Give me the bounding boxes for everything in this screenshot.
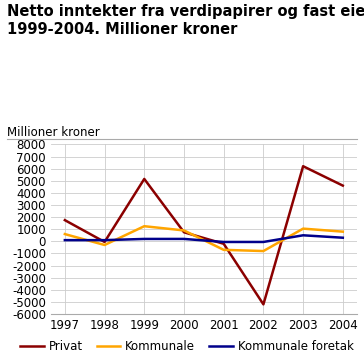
- Privat: [261, 302, 266, 306]
- Privat: [341, 183, 345, 188]
- Line: Kommunale foretak: Kommunale foretak: [65, 235, 343, 242]
- Text: Millioner kroner: Millioner kroner: [7, 126, 100, 139]
- Text: Netto inntekter fra verdipapirer og fast eiendom.
1999-2004. Millioner kroner: Netto inntekter fra verdipapirer og fast…: [7, 4, 364, 37]
- Kommunale foretak: [341, 235, 345, 240]
- Kommunale: [63, 232, 67, 236]
- Kommunale: [301, 226, 305, 231]
- Kommunale: [261, 249, 266, 253]
- Privat: [222, 242, 226, 246]
- Kommunale foretak: [222, 240, 226, 244]
- Kommunale: [341, 230, 345, 234]
- Kommunale foretak: [63, 238, 67, 242]
- Kommunale foretak: [182, 237, 186, 241]
- Privat: [63, 218, 67, 222]
- Line: Kommunale: Kommunale: [65, 226, 343, 251]
- Privat: [142, 177, 146, 181]
- Kommunale foretak: [102, 238, 107, 242]
- Kommunale: [142, 224, 146, 229]
- Kommunale: [222, 248, 226, 252]
- Line: Privat: Privat: [65, 166, 343, 304]
- Legend: Privat, Kommunale, Kommunale foretak: Privat, Kommunale, Kommunale foretak: [20, 340, 353, 353]
- Kommunale foretak: [301, 233, 305, 238]
- Privat: [301, 164, 305, 168]
- Privat: [182, 230, 186, 234]
- Kommunale foretak: [261, 240, 266, 244]
- Privat: [102, 240, 107, 244]
- Kommunale: [102, 243, 107, 247]
- Kommunale: [182, 228, 186, 232]
- Kommunale foretak: [142, 237, 146, 241]
